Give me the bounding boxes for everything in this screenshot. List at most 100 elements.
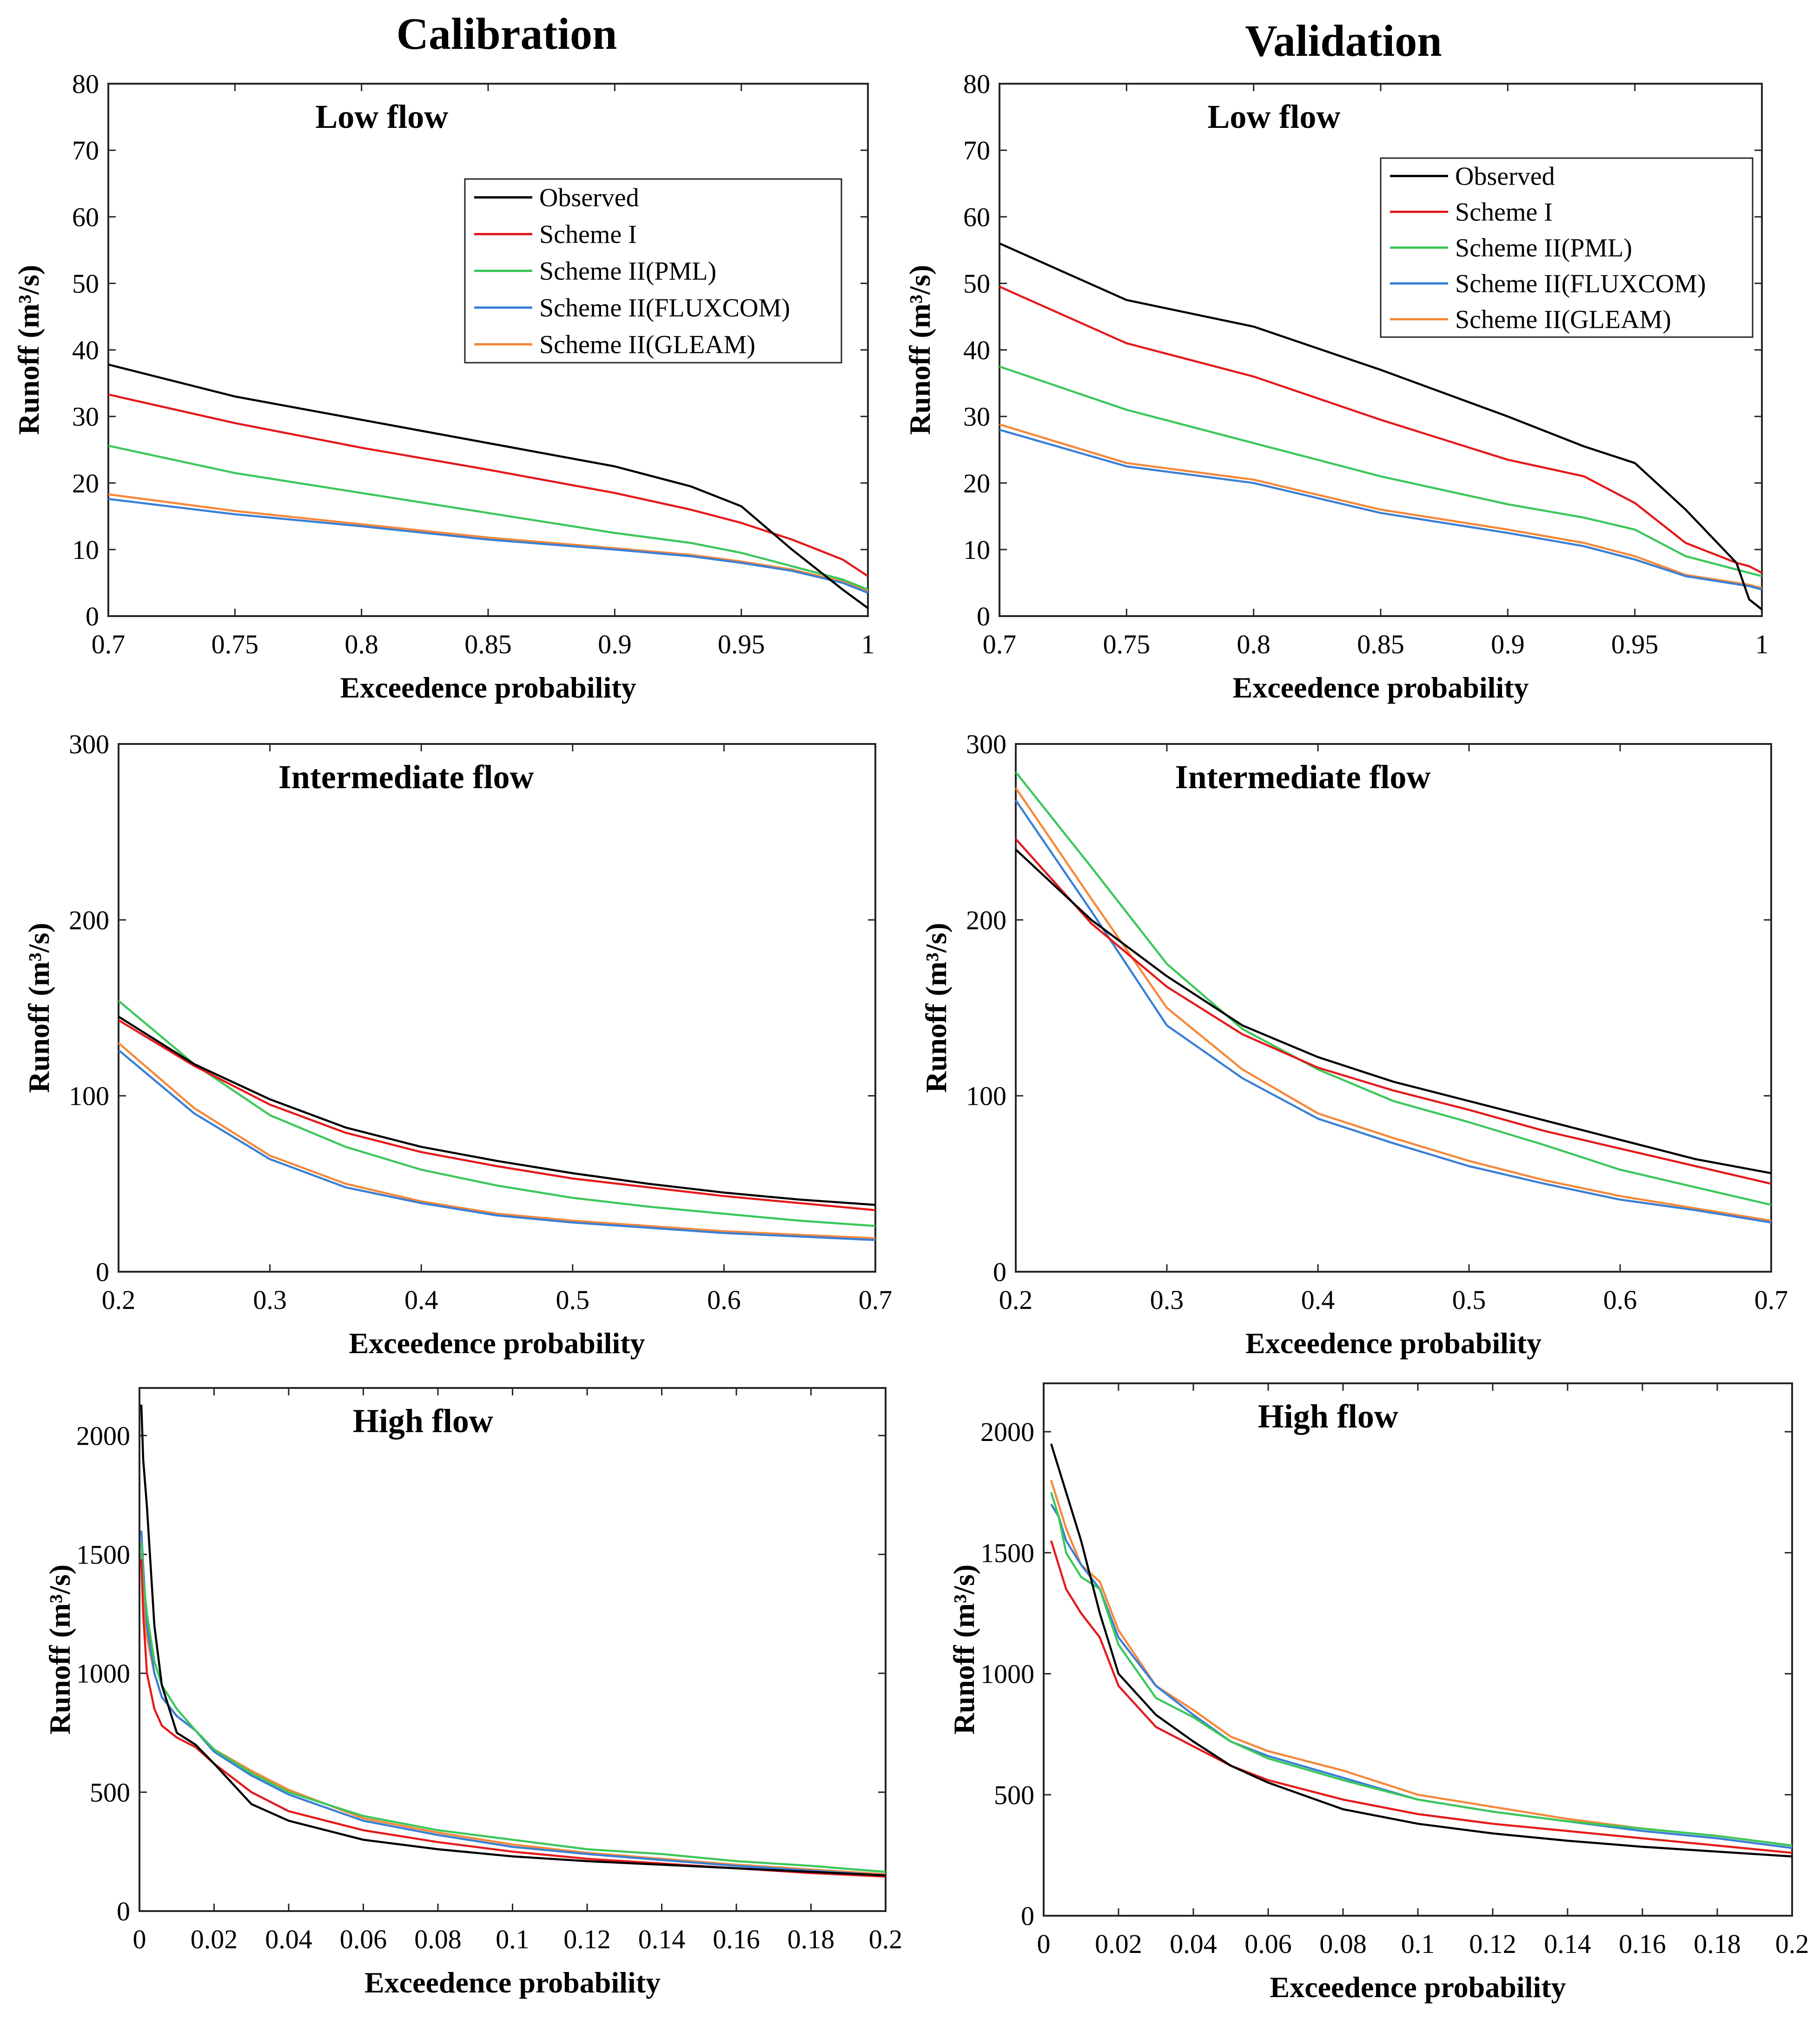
y-tick-label: 1500 bbox=[76, 1540, 130, 1570]
y-tick-label: 10 bbox=[72, 535, 99, 565]
y-tick-label: 0 bbox=[86, 601, 99, 631]
y-tick-label: 300 bbox=[69, 729, 109, 759]
y-tick-label: 1500 bbox=[980, 1538, 1034, 1568]
series-line-observed bbox=[118, 1016, 876, 1206]
x-tick-label: 0.3 bbox=[253, 1285, 287, 1315]
y-tick-label: 1000 bbox=[76, 1659, 130, 1689]
panel-title: High flow bbox=[1258, 1398, 1398, 1435]
x-tick-label: 0.95 bbox=[718, 629, 765, 659]
y-axis-label: Runoff (m³/s) bbox=[903, 265, 936, 435]
series-line-scheme-ii-gleam bbox=[118, 1042, 876, 1240]
legend-label: Scheme I bbox=[1455, 198, 1553, 227]
chart-panel-5: 0 0.02 0.04 0.06 0.08 0.1 0.12 0.14 0.16 0.18 0.2 0… bbox=[43, 1387, 902, 1999]
column-title-calibration: Calibration bbox=[397, 9, 617, 59]
legend-label: Scheme II(PML) bbox=[539, 257, 716, 286]
y-tick-label: 50 bbox=[72, 268, 99, 299]
plot-area bbox=[118, 743, 876, 1273]
x-tick-label: 0.04 bbox=[265, 1924, 312, 1954]
legend-label: Observed bbox=[539, 184, 639, 212]
y-tick-label: 40 bbox=[963, 335, 990, 365]
legend-label: Scheme II(FLUXCOM) bbox=[1455, 270, 1706, 299]
series-line-scheme-i bbox=[118, 1019, 876, 1211]
series-line-scheme-ii-fluxcom bbox=[118, 1049, 876, 1242]
y-tick-label: 1000 bbox=[980, 1659, 1034, 1689]
y-tick-label: 70 bbox=[963, 135, 990, 166]
y-tick-label: 0 bbox=[96, 1257, 109, 1287]
y-tick-label: 20 bbox=[963, 468, 990, 498]
panel-title: Low flow bbox=[1207, 98, 1340, 135]
y-tick-label: 0 bbox=[993, 1257, 1006, 1287]
series-line-scheme-ii-gleam bbox=[108, 493, 868, 593]
chart-panel-3: 0.2 0.3 0.4 0.5 0.6 0.7 0 100 200 300 Intermediate… bbox=[22, 729, 892, 1360]
x-tick-label: 0.9 bbox=[1491, 629, 1525, 659]
series-line-scheme-ii-gleam bbox=[1050, 1480, 1793, 1847]
y-tick-label: 80 bbox=[963, 69, 990, 99]
legend-label: Scheme II(GLEAM) bbox=[1455, 305, 1671, 334]
legend: Observed Scheme I Scheme II(PML) Scheme II(… bbox=[464, 178, 842, 364]
plot-area bbox=[1015, 743, 1772, 1273]
series-line-scheme-i bbox=[108, 393, 869, 577]
x-tick-label: 0.02 bbox=[1095, 1929, 1142, 1959]
x-tick-label: 0.1 bbox=[496, 1924, 529, 1954]
y-axis-label: Runoff (m³/s) bbox=[947, 1565, 980, 1735]
y-tick-label: 50 bbox=[963, 268, 990, 299]
x-tick-label: 0.3 bbox=[1150, 1285, 1184, 1315]
x-tick-label: 0.4 bbox=[1301, 1285, 1335, 1315]
series-line-scheme-ii-fluxcom bbox=[140, 1530, 886, 1877]
x-tick-label: 0.2 bbox=[999, 1285, 1033, 1315]
legend-label: Scheme II(FLUXCOM) bbox=[539, 294, 790, 323]
y-tick-label: 20 bbox=[72, 468, 99, 498]
chart-panel-6: 0 0.02 0.04 0.06 0.08 0.1 0.12 0.14 0.16 0.18 0.2 0… bbox=[947, 1382, 1809, 2004]
series-line-scheme-ii-pml bbox=[118, 1000, 876, 1227]
x-tick-label: 1 bbox=[1755, 629, 1769, 659]
x-tick-label: 0.8 bbox=[1237, 629, 1271, 659]
y-tick-label: 80 bbox=[72, 69, 99, 99]
legend-label: Scheme II(PML) bbox=[1455, 234, 1632, 263]
x-tick-label: 0.95 bbox=[1611, 629, 1659, 659]
series-line-scheme-ii-gleam bbox=[1015, 787, 1772, 1222]
series-line-scheme-ii-pml bbox=[140, 1542, 886, 1873]
x-tick-label: 0.5 bbox=[1452, 1285, 1486, 1315]
y-tick-label: 300 bbox=[966, 729, 1006, 759]
x-tick-label: 0.16 bbox=[1619, 1929, 1666, 1959]
x-tick-label: 0.14 bbox=[638, 1924, 686, 1954]
y-tick-label: 200 bbox=[69, 905, 109, 935]
x-tick-label: 0.2 bbox=[102, 1285, 136, 1315]
series-line-scheme-ii-fluxcom bbox=[108, 498, 868, 594]
x-tick-label: 0.85 bbox=[464, 629, 512, 659]
y-tick-label: 500 bbox=[994, 1780, 1034, 1810]
x-tick-label: 0.08 bbox=[1319, 1929, 1367, 1959]
x-tick-label: 0.6 bbox=[707, 1285, 741, 1315]
series-line-observed bbox=[1015, 849, 1772, 1175]
x-tick-label: 0.18 bbox=[1694, 1929, 1741, 1959]
y-tick-label: 0 bbox=[977, 601, 990, 631]
x-axis-label: Exceedence probability bbox=[340, 671, 636, 704]
series-line-scheme-i bbox=[1015, 838, 1772, 1185]
x-tick-label: 0.7 bbox=[1754, 1285, 1788, 1315]
series-line-scheme-ii-fluxcom bbox=[1015, 799, 1772, 1224]
x-axis-label: Exceedence probability bbox=[1233, 671, 1529, 704]
x-tick-label: 0.1 bbox=[1401, 1929, 1435, 1959]
y-tick-label: 2000 bbox=[980, 1417, 1034, 1447]
plot-area bbox=[139, 1387, 887, 1912]
x-tick-label: 0.8 bbox=[344, 629, 378, 659]
series-line-observed bbox=[108, 363, 869, 609]
x-tick-label: 0.02 bbox=[191, 1924, 238, 1954]
x-tick-label: 0.75 bbox=[1103, 629, 1151, 659]
x-tick-label: 0.85 bbox=[1357, 629, 1404, 659]
chart-panel-2: 0.7 0.75 0.8 0.85 0.9 0.95 101020304050607080L… bbox=[903, 69, 1769, 704]
x-tick-label: 0.9 bbox=[598, 629, 632, 659]
panel-title: Intermediate flow bbox=[278, 758, 534, 796]
panel-title: Intermediate flow bbox=[1175, 758, 1431, 796]
x-axis-label: Exceedence probability bbox=[349, 1327, 645, 1360]
y-tick-label: 0 bbox=[1021, 1901, 1034, 1931]
x-tick-label: 0.6 bbox=[1603, 1285, 1637, 1315]
x-tick-label: 0.75 bbox=[212, 629, 259, 659]
x-tick-label: 0.4 bbox=[404, 1285, 438, 1315]
y-axis-label: Runoff (m³/s) bbox=[43, 1565, 76, 1735]
panel-title: Low flow bbox=[315, 98, 448, 135]
y-tick-label: 100 bbox=[966, 1081, 1006, 1111]
y-tick-label: 40 bbox=[72, 335, 99, 365]
x-tick-label: 0.06 bbox=[340, 1924, 387, 1954]
plot-area bbox=[1043, 1382, 1793, 1917]
